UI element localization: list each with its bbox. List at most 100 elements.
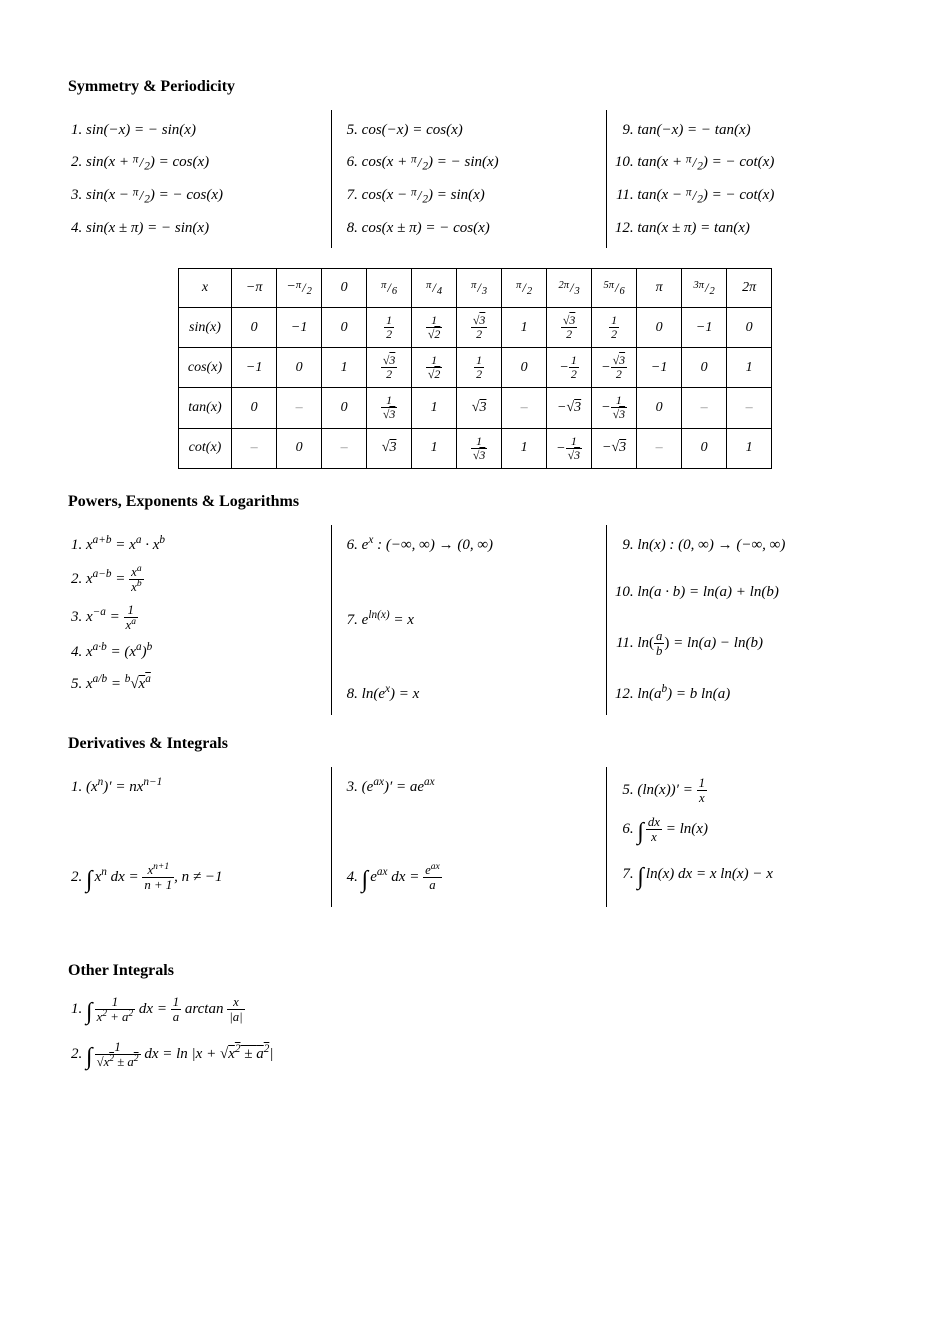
formula-item: sin(x + π/2) = cos(x) xyxy=(86,151,319,175)
row-label: tan(x) xyxy=(178,388,231,428)
formula-item: ln(ex) = x xyxy=(362,683,595,706)
table-cell: 1 xyxy=(727,348,772,388)
row-label: cot(x) xyxy=(178,428,231,468)
formula-item: ln(ab) = b ln(a) xyxy=(637,683,870,706)
table-cell: 1√3 xyxy=(457,428,502,468)
table-cell: √32 xyxy=(547,308,592,348)
table-cell: √32 xyxy=(457,308,502,348)
formula-item: ln(x) : (0, ∞) → (−∞, ∞) xyxy=(637,534,870,557)
formula-item: cos(x + π/2) = − sin(x) xyxy=(362,151,595,175)
table-cell: 1 xyxy=(412,388,457,428)
table-cell: 0 xyxy=(277,348,322,388)
table-header-cell: π xyxy=(637,269,682,308)
table-cell: 0 xyxy=(637,388,682,428)
table-header-cell: 3π/2 xyxy=(682,269,727,308)
formula-item: ∫eax dx = eaxa xyxy=(362,862,595,898)
table-header-cell: π/3 xyxy=(457,269,502,308)
formula-item: eln(x) = x xyxy=(362,609,595,632)
table-cell: 1 xyxy=(502,428,547,468)
sym-col2: cos(−x) = cos(x)cos(x + π/2) = − sin(x)c… xyxy=(344,119,595,239)
table-cell: 1√3 xyxy=(367,388,412,428)
formula-item: ∫ln(x) dx = x ln(x) − x xyxy=(637,859,870,895)
heading-derivatives: Derivatives & Integrals xyxy=(68,735,882,753)
formula-item: ∫1√x2 ± a2 dx = ln |x + √x2 ± a2| xyxy=(86,1039,882,1075)
table-cell: 0 xyxy=(637,308,682,348)
der-col2: (eax)′ = aeax ∫eax dx = eaxa xyxy=(344,767,595,907)
table-row: cos(x)−101√321√2120−12−√32−101 xyxy=(178,348,771,388)
table-cell: – xyxy=(277,388,322,428)
row-label: cos(x) xyxy=(178,348,231,388)
formula-item: xa−b = xaxb xyxy=(86,565,319,594)
table-cell: 0 xyxy=(322,308,367,348)
formula-item: x−a = 1xa xyxy=(86,603,319,632)
heading-powers: Powers, Exponents & Logarithms xyxy=(68,493,882,511)
table-cell: −√3 xyxy=(592,428,637,468)
sym-col1: sin(−x) = − sin(x)sin(x + π/2) = cos(x)s… xyxy=(68,119,319,239)
formula-item: ∫1x2 + a2 dx = 1a arctan x|a| xyxy=(86,994,882,1030)
formula-item: ∫dxx = ln(x) xyxy=(637,814,870,850)
formula-item: tan(x + π/2) = − cot(x) xyxy=(637,151,870,175)
table-cell: 0 xyxy=(322,388,367,428)
formula-item: xa/b = b√xa xyxy=(86,673,319,696)
table-cell: −√3 xyxy=(547,388,592,428)
trig-header-row: x−π−π/20π/6π/4π/3π/22π/35π/6π3π/22π xyxy=(178,269,771,308)
table-cell: 12 xyxy=(367,308,412,348)
table-cell: – xyxy=(232,428,277,468)
formula-item: xa·b = (xa)b xyxy=(86,641,319,664)
pow-col2: ex : (−∞, ∞) → (0, ∞) eln(x) = x ln(ex) = … xyxy=(344,525,595,715)
table-cell: 1 xyxy=(727,428,772,468)
table-cell: 1√2 xyxy=(412,348,457,388)
table-header-cell: −π xyxy=(232,269,277,308)
table-header-cell: 5π/6 xyxy=(592,269,637,308)
deriv-columns: (xn)′ = nxn−1∫xn dx = xn+1n + 1, n ≠ −1 … xyxy=(68,767,882,907)
table-cell: – xyxy=(727,388,772,428)
table-cell: 0 xyxy=(277,428,322,468)
table-cell: −1√3 xyxy=(547,428,592,468)
formula-item: sin(x − π/2) = − cos(x) xyxy=(86,184,319,208)
table-row: cot(x)–0–√311√31−1√3−√3–01 xyxy=(178,428,771,468)
table-row: tan(x)0–01√31√3–−√3−1√30–– xyxy=(178,388,771,428)
table-cell: √3 xyxy=(367,428,412,468)
table-cell: −1 xyxy=(682,308,727,348)
table-cell: – xyxy=(322,428,367,468)
other-integrals-list: ∫1x2 + a2 dx = 1a arctan x|a| ∫1√x2 ± a2 … xyxy=(68,994,882,1075)
table-header-cell: −π/2 xyxy=(277,269,322,308)
formula-item: ∫xn dx = xn+1n + 1, n ≠ −1 xyxy=(86,862,319,898)
pow-col1: xa+b = xa · xb xa−b = xaxb x−a = 1xa xa·b =… xyxy=(68,534,319,696)
table-cell: √3 xyxy=(457,388,502,428)
table-row: sin(x)0−10121√2√321√32120−10 xyxy=(178,308,771,348)
table-cell: 1 xyxy=(412,428,457,468)
table-header-cell: π/2 xyxy=(502,269,547,308)
table-header-cell: π/6 xyxy=(367,269,412,308)
formula-item: ex : (−∞, ∞) → (0, ∞) xyxy=(362,534,595,557)
table-cell: 0 xyxy=(232,308,277,348)
formula-item: xa+b = xa · xb xyxy=(86,534,319,557)
table-cell: – xyxy=(502,388,547,428)
table-header-cell: 2π/3 xyxy=(547,269,592,308)
formula-item: (ln(x))′ = 1x xyxy=(637,776,870,805)
heading-symmetry: Symmetry & Periodicity xyxy=(68,78,882,96)
table-cell: 1√2 xyxy=(412,308,457,348)
table-cell: 1 xyxy=(502,308,547,348)
formula-item: sin(x ± π) = − sin(x) xyxy=(86,217,319,240)
table-header-cell: x xyxy=(178,269,231,308)
formula-item: ln(a · b) = ln(a) + ln(b) xyxy=(637,581,870,604)
formula-item: ln(ab) = ln(a) − ln(b) xyxy=(637,629,870,658)
sym-col3: tan(−x) = − tan(x)tan(x + π/2) = − cot(x… xyxy=(619,119,870,239)
der-col1: (xn)′ = nxn−1∫xn dx = xn+1n + 1, n ≠ −1 xyxy=(68,767,319,907)
der-col3: (ln(x))′ = 1x ∫dxx = ln(x) ∫ln(x) dx = x l… xyxy=(619,776,870,895)
formula-item: (eax)′ = aeax xyxy=(362,776,595,799)
table-cell: −√32 xyxy=(592,348,637,388)
formula-item: tan(x − π/2) = − cot(x) xyxy=(637,184,870,208)
table-cell: −1 xyxy=(232,348,277,388)
trig-values-table: x−π−π/20π/6π/4π/3π/22π/35π/6π3π/22π sin(… xyxy=(178,268,772,469)
table-cell: – xyxy=(682,388,727,428)
row-label: sin(x) xyxy=(178,308,231,348)
table-cell: 0 xyxy=(232,388,277,428)
table-cell: 0 xyxy=(682,348,727,388)
symmetry-columns: sin(−x) = − sin(x)sin(x + π/2) = cos(x)s… xyxy=(68,110,882,248)
powers-columns: xa+b = xa · xb xa−b = xaxb x−a = 1xa xa·b =… xyxy=(68,525,882,715)
table-cell: 0 xyxy=(682,428,727,468)
table-cell: 12 xyxy=(457,348,502,388)
table-cell: – xyxy=(637,428,682,468)
